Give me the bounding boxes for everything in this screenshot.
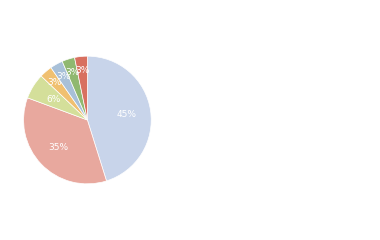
Text: 3%: 3% [65, 68, 80, 77]
Wedge shape [87, 56, 151, 181]
Text: 3%: 3% [48, 78, 62, 87]
Text: 3%: 3% [75, 66, 90, 75]
Legend: Canadian Centre for DNA
Barcoding [14], Swedish Museum of Natural
History [11], : Canadian Centre for DNA Barcoding [14], … [172, 32, 323, 208]
Wedge shape [51, 61, 87, 120]
Wedge shape [74, 56, 87, 120]
Text: 35%: 35% [49, 143, 69, 152]
Wedge shape [27, 76, 87, 120]
Text: 45%: 45% [117, 109, 136, 119]
Wedge shape [62, 57, 87, 120]
Wedge shape [24, 98, 106, 184]
Text: 6%: 6% [47, 95, 61, 104]
Wedge shape [41, 68, 87, 120]
Text: 3%: 3% [56, 72, 70, 81]
